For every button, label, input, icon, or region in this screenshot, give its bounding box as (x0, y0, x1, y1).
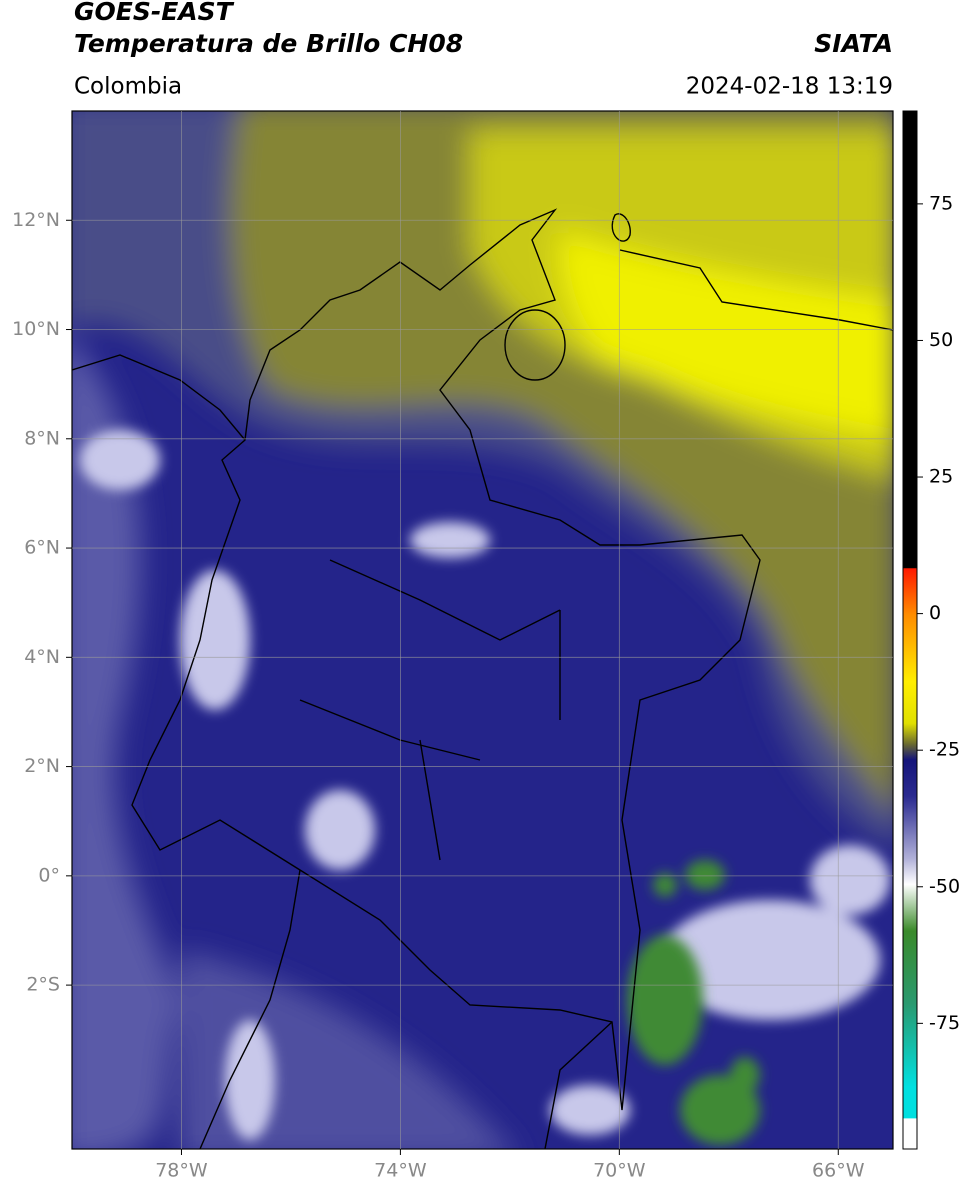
region: Colombia (74, 74, 182, 100)
y-tick-label: 2°S (26, 974, 60, 996)
y-tick-label: 6°N (24, 537, 60, 559)
colorbar (902, 110, 918, 1150)
product: Temperatura de Brillo CH08 (74, 29, 463, 58)
satellite: GOES-EAST (74, 0, 235, 26)
y-tick-label: 2°N (24, 755, 60, 777)
colorbar-tick-label: 0 (929, 602, 941, 624)
map-frame (71, 110, 894, 1150)
colorbar-tick-label: 75 (929, 192, 953, 214)
colorbar-tick-label: -25 (929, 739, 960, 761)
colorbar-tick-label: 50 (929, 329, 953, 351)
source: SIATA (814, 29, 893, 58)
colorbar-tick-label: -50 (929, 875, 960, 897)
y-tick-label: 10°N (12, 318, 60, 340)
x-tick-label: 74°W (374, 1160, 427, 1182)
satellite-image (72, 111, 893, 1149)
x-tick-label: 78°W (155, 1160, 208, 1182)
colorbar-tick-label: 25 (929, 466, 953, 488)
y-tick-label: 8°N (24, 427, 60, 449)
x-tick-label: 70°W (593, 1160, 646, 1182)
y-tick-label: 12°N (12, 209, 60, 231)
y-tick-label: 4°N (24, 646, 60, 668)
colorbar-tick-label: -75 (929, 1012, 960, 1034)
datetime: 2024-02-18 13:19 (686, 74, 893, 100)
x-tick-label: 66°W (812, 1160, 865, 1182)
y-tick-label: 0° (38, 864, 60, 886)
